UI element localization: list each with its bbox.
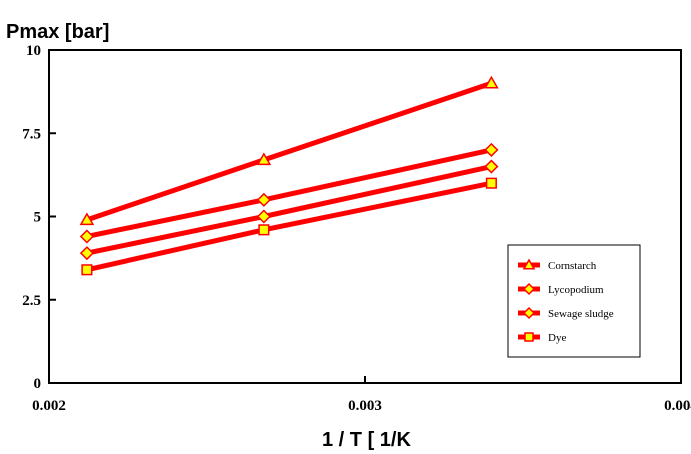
- data-point: [258, 224, 270, 236]
- data-point: [485, 177, 497, 189]
- legend-label: Dye: [548, 332, 566, 344]
- data-point: [484, 75, 499, 89]
- series-dye: [81, 177, 497, 276]
- series-cornstarch: [79, 75, 499, 226]
- y-tick-label: 10: [26, 43, 41, 59]
- x-axis: 0.002 0.003 0.004: [32, 376, 691, 414]
- legend-item: Cornstarch: [518, 258, 597, 272]
- x-tick-label: 0.004: [664, 398, 691, 414]
- data-point: [484, 159, 499, 174]
- legend-marker: [522, 282, 536, 296]
- legend-label: Lycopodium: [548, 284, 604, 296]
- legend-marker: [522, 258, 536, 270]
- y-tick-label: 0: [34, 376, 42, 392]
- data-point: [79, 246, 94, 261]
- legend-item: Sewage sludge: [518, 306, 614, 320]
- legend-marker: [524, 332, 534, 342]
- data-point: [81, 264, 93, 276]
- series-line: [86, 80, 493, 223]
- x-axis-title: 1 / T [ 1/K: [322, 429, 411, 451]
- x-tick-label: 0.003: [348, 398, 382, 414]
- y-axis-title: Pmax [bar]: [6, 21, 109, 43]
- data-point: [256, 152, 272, 166]
- series-line: [86, 164, 492, 256]
- data-point: [484, 142, 499, 157]
- legend-label: Cornstarch: [548, 260, 597, 272]
- y-tick-label: 5: [34, 210, 42, 226]
- series-layer: [79, 75, 499, 276]
- series-lycopodium: [79, 142, 499, 244]
- y-tick-label: 2.5: [22, 293, 41, 309]
- legend-item: Lycopodium: [518, 282, 604, 296]
- data-point: [79, 229, 94, 244]
- legend: Cornstarch Lycopodium Sewage sludge Dye: [507, 244, 641, 358]
- legend-label: Sewage sludge: [548, 308, 614, 320]
- series-sewage-sludge: [79, 159, 499, 261]
- data-point: [256, 209, 271, 224]
- x-tick-label: 0.002: [32, 398, 66, 414]
- legend-marker: [522, 306, 536, 320]
- legend-item: Dye: [518, 332, 566, 344]
- y-axis: 0 2.5 5 7.5 10: [22, 43, 56, 392]
- data-point: [256, 192, 271, 207]
- y-tick-label: 7.5: [22, 126, 41, 142]
- data-point: [79, 212, 95, 226]
